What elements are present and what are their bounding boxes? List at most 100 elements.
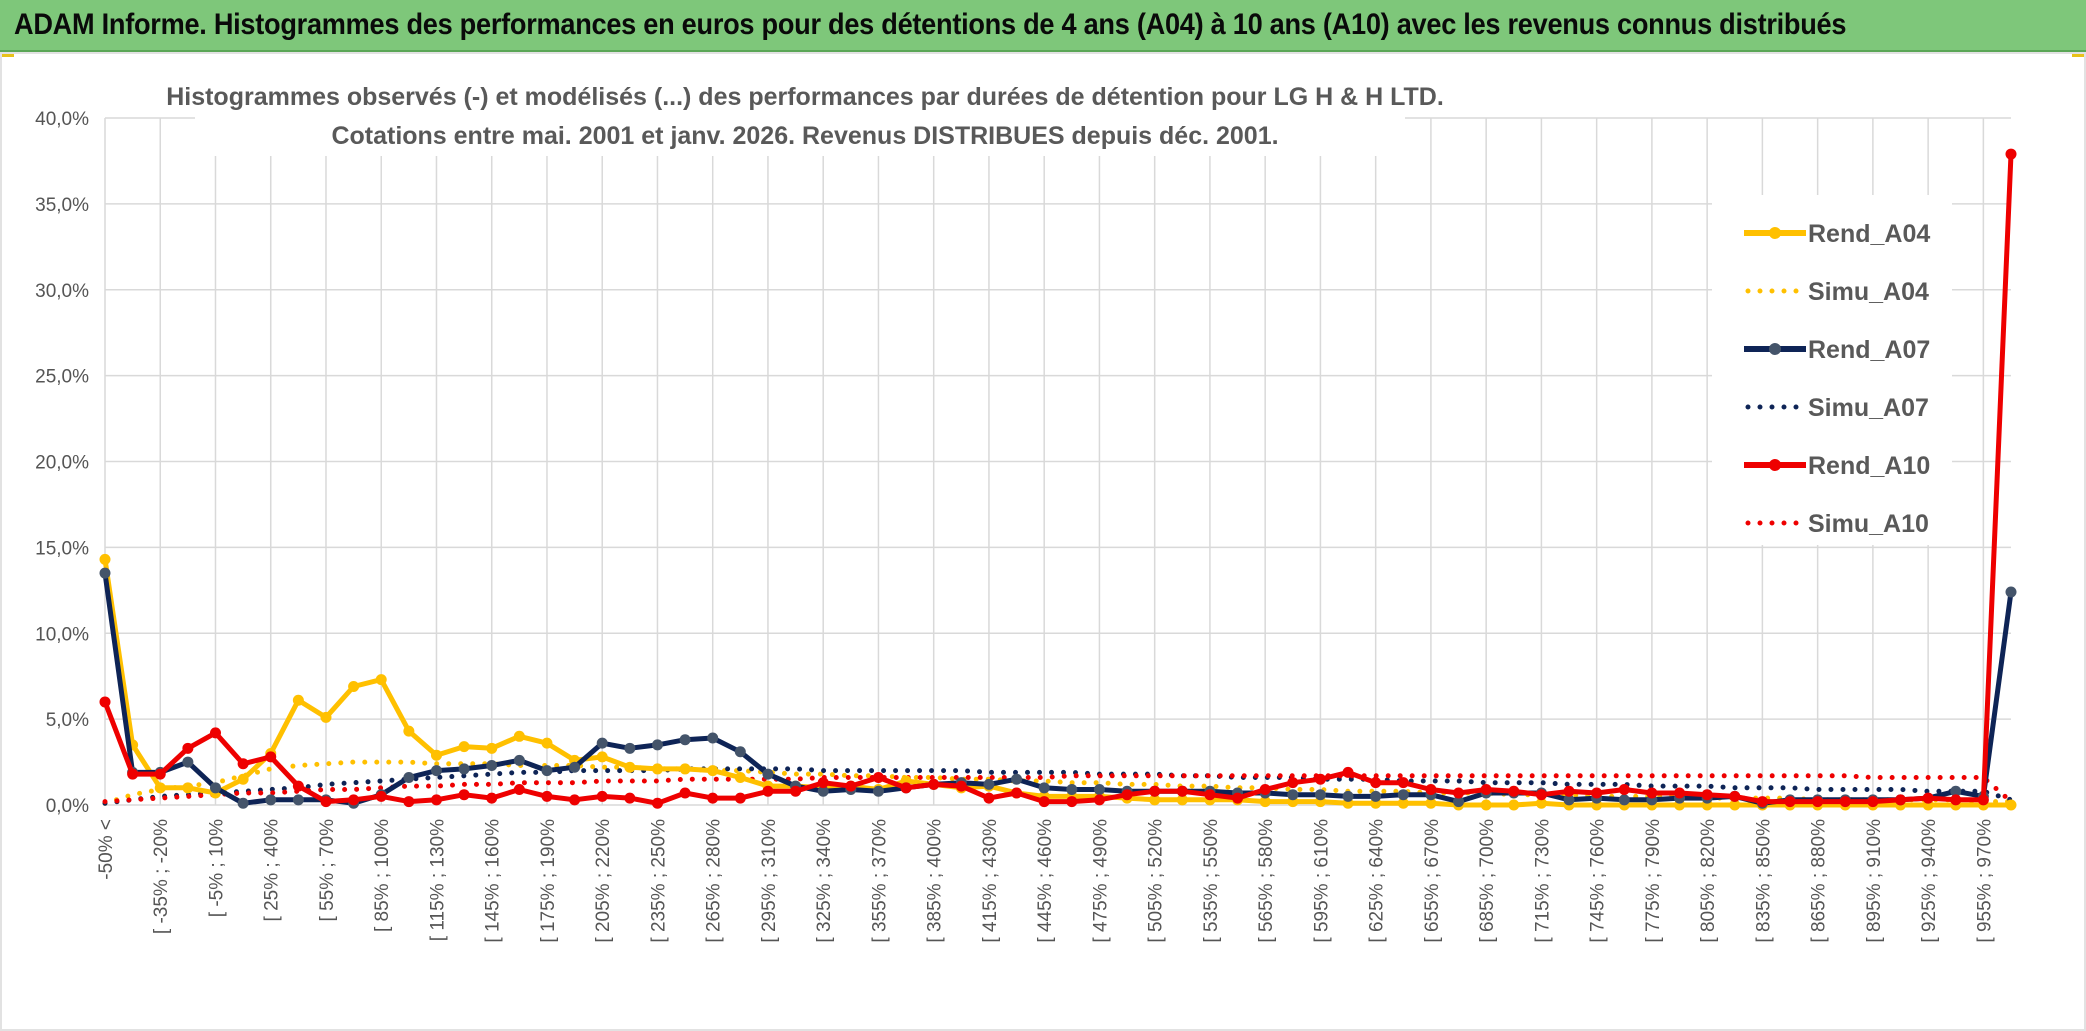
data-point xyxy=(209,727,221,739)
data-point xyxy=(1535,797,1547,809)
x-tick-label: [ 805% ; 820% xyxy=(1698,819,1719,943)
x-tick-label: [ 355% ; 370% xyxy=(869,819,890,943)
data-point xyxy=(1038,796,1050,808)
data-point xyxy=(1950,785,1962,797)
x-tick-label: [ 595% ; 610% xyxy=(1311,819,1332,943)
data-point xyxy=(762,785,774,797)
x-tick-label: [ 745% ; 760% xyxy=(1588,819,1609,943)
data-point xyxy=(237,797,249,809)
data-point xyxy=(348,794,360,806)
data-point xyxy=(817,785,829,797)
legend-label: Rend_A10 xyxy=(1808,452,1930,480)
x-tick-label: [ 415% ; 430% xyxy=(980,819,1001,943)
data-point xyxy=(1149,785,1161,797)
x-tick-label: [ 235% ; 250% xyxy=(648,819,669,943)
data-point xyxy=(541,765,553,777)
data-point xyxy=(707,765,719,777)
data-point xyxy=(458,789,470,801)
data-point xyxy=(430,749,442,761)
legend-marker xyxy=(1769,343,1781,355)
title-background xyxy=(195,76,1405,156)
data-point xyxy=(928,778,940,790)
data-point xyxy=(127,768,139,780)
data-point xyxy=(1701,789,1713,801)
data-point xyxy=(320,796,332,808)
data-point xyxy=(2005,799,2017,811)
data-point xyxy=(292,794,304,806)
x-tick-label: [ 175% ; 190% xyxy=(538,819,559,943)
legend-item: Rend_A04 xyxy=(1744,220,1930,248)
series-rend-a04 xyxy=(99,553,2017,811)
data-point xyxy=(1729,799,1741,811)
data-point xyxy=(99,553,111,565)
x-tick-label: [ 475% ; 490% xyxy=(1090,819,1111,943)
data-point xyxy=(182,742,194,754)
data-point xyxy=(734,746,746,758)
data-point xyxy=(1784,796,1796,808)
data-point xyxy=(596,737,608,749)
data-point xyxy=(486,759,498,771)
y-tick-label: 40,0% xyxy=(35,109,89,130)
data-point xyxy=(651,763,663,775)
x-tick-label: [ 205% ; 220% xyxy=(593,819,614,943)
data-point xyxy=(1011,773,1023,785)
data-point xyxy=(541,790,553,802)
data-point xyxy=(1895,794,1907,806)
y-tick-label: 10,0% xyxy=(35,624,89,645)
y-tick-label: 20,0% xyxy=(35,453,89,474)
chart-title-line: Cotations entre mai. 2001 et janv. 2026.… xyxy=(331,122,1278,150)
data-point xyxy=(1314,789,1326,801)
x-axis: -50% < [ -35% ; -20% [ -5% ; 10% [ 25% ; 40… xyxy=(96,819,1995,943)
legend-label: Simu_A04 xyxy=(1808,278,1929,306)
data-point xyxy=(1756,796,1768,808)
data-point xyxy=(1121,789,1133,801)
x-tick-label: [ 685% ; 700% xyxy=(1477,819,1498,943)
data-point xyxy=(541,737,553,749)
data-point xyxy=(1176,794,1188,806)
data-point xyxy=(1259,796,1271,808)
x-tick-label: [ 925% ; 940% xyxy=(1919,819,1940,943)
data-point xyxy=(790,785,802,797)
data-point xyxy=(513,754,525,766)
data-point xyxy=(1287,777,1299,789)
y-tick-label: 25,0% xyxy=(35,367,89,388)
data-point xyxy=(237,773,249,785)
data-point xyxy=(1232,792,1244,804)
data-point xyxy=(2005,586,2017,598)
data-point xyxy=(1397,797,1409,809)
series-layer xyxy=(99,148,2017,811)
data-point xyxy=(99,567,111,579)
data-point xyxy=(624,742,636,754)
data-point xyxy=(651,739,663,751)
report-title: ADAM Informe. Histogrammes des performan… xyxy=(14,8,1847,41)
chart-title-line: Histogrammes observés (-) et modélisés (… xyxy=(166,83,1444,111)
data-point xyxy=(154,768,166,780)
data-point xyxy=(1342,766,1354,778)
data-point xyxy=(900,782,912,794)
data-point xyxy=(983,778,995,790)
data-point xyxy=(707,792,719,804)
data-point xyxy=(872,785,884,797)
data-point xyxy=(1370,790,1382,802)
data-point xyxy=(1729,790,1741,802)
x-tick-label: [ 115% ; 130% xyxy=(427,819,448,941)
x-tick-label: [ 835% ; 850% xyxy=(1753,819,1774,943)
legend-item: Simu_A04 xyxy=(1745,278,1929,306)
legend-label: Simu_A07 xyxy=(1808,394,1929,422)
data-point xyxy=(1646,787,1658,799)
data-point xyxy=(1066,796,1078,808)
data-point xyxy=(1563,785,1575,797)
data-point xyxy=(707,732,719,744)
y-axis: 0,0% 5,0% 10,0% 15,0% 20,0% 25,0% 30,0% 35,0% 40… xyxy=(35,109,89,817)
legend-marker xyxy=(1769,459,1781,471)
x-tick-label: [ 265% ; 280% xyxy=(704,819,725,943)
data-point xyxy=(1425,784,1437,796)
data-point xyxy=(1674,787,1686,799)
x-tick-label: [ 295% ; 310% xyxy=(759,819,780,943)
report-banner: ADAM Informe. Histogrammes des performan… xyxy=(0,0,2086,52)
x-tick-label: [ 445% ; 460% xyxy=(1035,819,1056,943)
data-point xyxy=(1038,782,1050,794)
data-point xyxy=(1453,787,1465,799)
data-point xyxy=(2005,148,2017,160)
data-point xyxy=(734,772,746,784)
